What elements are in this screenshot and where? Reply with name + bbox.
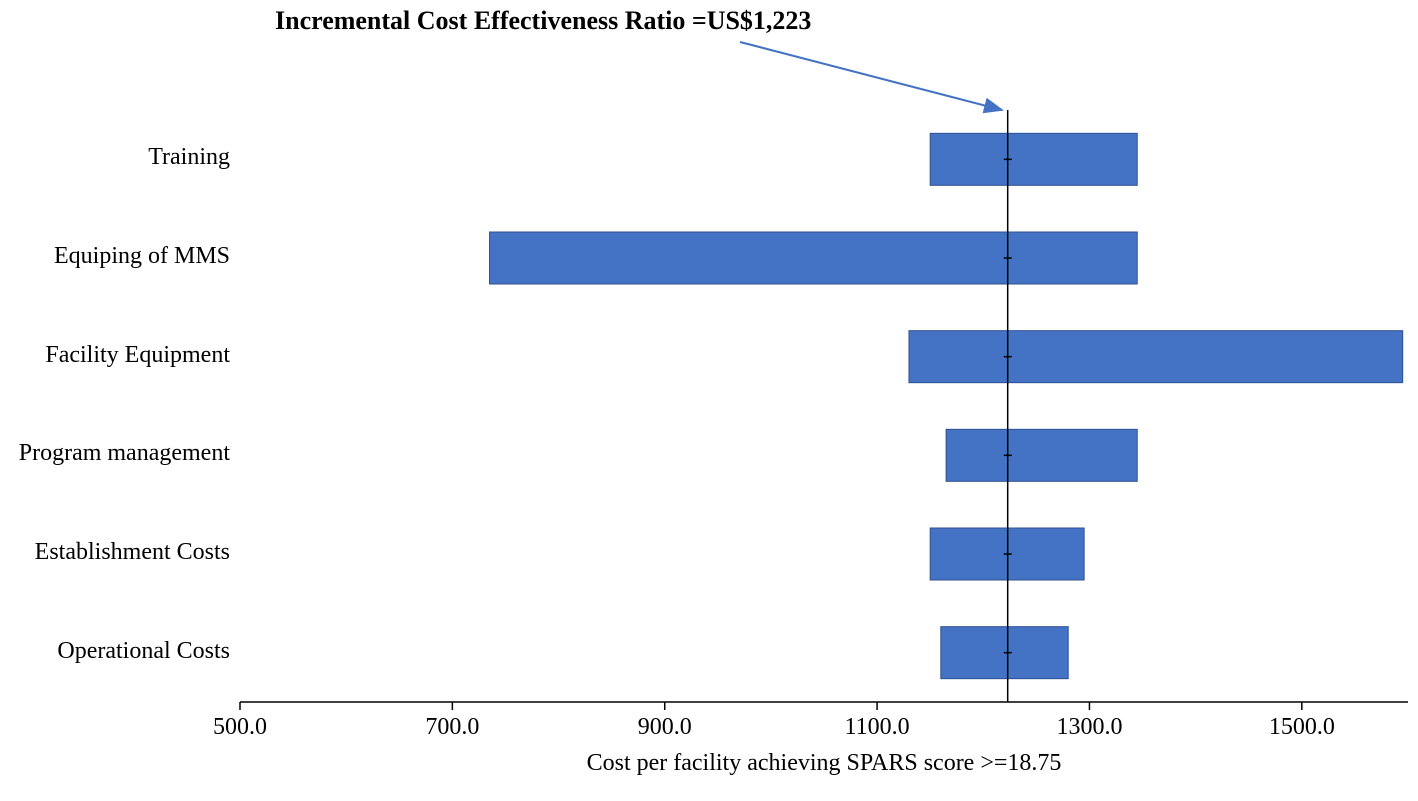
chart-svg [0,0,1418,801]
bar [490,232,1138,284]
bar [909,331,1403,383]
x-tick-label: 1500.0 [1269,714,1335,741]
x-tick-label: 900.0 [638,714,692,741]
y-category-label: Equiping of MMS [54,243,230,270]
y-category-label: Training [148,144,230,171]
x-tick-label: 700.0 [425,714,479,741]
bar [946,429,1137,481]
y-category-label: Establishment Costs [35,539,230,566]
y-category-label: Operational Costs [57,638,230,665]
bar [930,133,1137,185]
x-tick-label: 1100.0 [845,714,910,741]
tornado-chart: Incremental Cost Effectiveness Ratio =US… [0,0,1418,801]
y-category-label: Program management [19,440,230,467]
x-tick-label: 1300.0 [1056,714,1122,741]
x-tick-label: 500.0 [213,714,267,741]
annotation-arrow [740,42,1002,110]
x-axis-label: Cost per facility achieving SPARS score … [587,750,1062,777]
y-category-label: Facility Equipment [45,342,230,369]
